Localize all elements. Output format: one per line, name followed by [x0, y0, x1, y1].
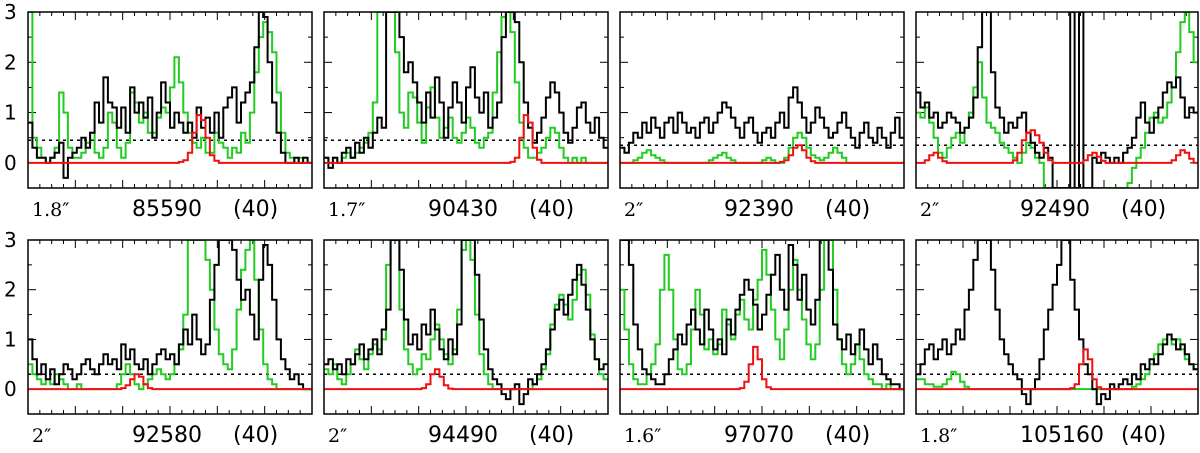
species-model: [28, 114, 312, 164]
velocity-width-label: (40): [233, 197, 278, 222]
velocity-width-label: (40): [1121, 423, 1166, 448]
beam-size-label: 2″: [624, 199, 643, 221]
spectra-panels: 1.8″ 85590 (40) 1.7″ 90430 (40) 2″ 92390 (40) 2″ 9…: [27, 11, 1199, 448]
beam-size-label: 1.7″: [328, 199, 365, 221]
velocity-width-label: (40): [1121, 197, 1166, 222]
panel-frame: [619, 239, 905, 415]
panel-frame: [27, 11, 313, 189]
panel-frame: [915, 239, 1199, 415]
model-spectrum: [324, 12, 608, 164]
frequency-label: 90430: [428, 197, 498, 222]
velocity-width-label: (40): [529, 423, 574, 448]
y-tick-label: 0: [4, 377, 17, 401]
panel-frame: [323, 239, 609, 415]
axis-ticks: [28, 239, 312, 415]
panel-frame: [619, 11, 905, 189]
panel-frame: [27, 239, 313, 415]
species-model: [620, 345, 904, 391]
y-tick-label: 3: [4, 228, 17, 252]
spectrum-panel: 2″ 92390 (40): [619, 11, 905, 222]
axis-ticks: [324, 239, 608, 415]
axis-ticks: [916, 11, 1198, 189]
spectrum-panel: 1.8″ 85590 (40): [27, 11, 313, 222]
velocity-width-label: (40): [825, 197, 870, 222]
species-model: [28, 373, 312, 391]
species-model: [324, 114, 608, 164]
frequency-label: 97070: [724, 423, 794, 448]
spectrum-panel: 2″ 92490 (40): [915, 11, 1199, 222]
spectrum-panel: 1.8″ 105160 (40): [915, 239, 1199, 448]
model-spectrum: [620, 131, 904, 164]
velocity-width-label: (40): [825, 423, 870, 448]
spectrum-panel: 2″ 94490 (40): [323, 239, 609, 448]
beam-size-label: 1.8″: [920, 425, 957, 447]
species-model: [620, 144, 904, 164]
beam-size-label: 2″: [920, 199, 939, 221]
frequency-label: 105160: [1020, 423, 1104, 448]
velocity-width-label: (40): [529, 197, 574, 222]
observed-spectrum: [916, 12, 1198, 188]
panel-frame: [323, 11, 609, 189]
observed-spectrum: [28, 240, 312, 391]
frequency-label: 85590: [132, 197, 202, 222]
observed-spectrum: [916, 240, 1198, 406]
y-tick-label: 1: [4, 101, 17, 125]
y-tick-label: 0: [4, 151, 17, 175]
spectrum-panel: 2″ 92580 (40): [27, 239, 313, 448]
frequency-label: 92490: [1020, 197, 1090, 222]
beam-size-label: 2″: [328, 425, 347, 447]
frequency-label: 92580: [132, 423, 202, 448]
beam-size-label: 1.6″: [624, 425, 661, 447]
y-tick-label: 3: [4, 0, 17, 24]
observed-spectrum: [620, 86, 904, 154]
y-tick-label: 2: [4, 50, 17, 74]
model-spectrum: [916, 12, 1198, 188]
frequency-label: 92390: [724, 197, 794, 222]
spectrum-panel: 1.7″ 90430 (40): [323, 11, 609, 222]
species-model: [916, 348, 1198, 391]
model-spectrum: [28, 12, 312, 164]
observed-spectrum: [324, 240, 608, 406]
y-axis-labels: 3 2 1 0 3 2 1 0: [4, 0, 17, 401]
model-spectrum: [28, 240, 312, 391]
y-tick-label: 1: [4, 327, 17, 351]
beam-size-label: 1.8″: [32, 199, 69, 221]
y-tick-label: 2: [4, 278, 17, 302]
velocity-width-label: (40): [233, 423, 278, 448]
species-model: [324, 368, 608, 391]
observed-spectrum: [324, 12, 608, 169]
panel-frame: [915, 11, 1199, 189]
model-spectrum: [916, 333, 1198, 391]
frequency-label: 94490: [428, 423, 498, 448]
observed-spectrum: [620, 240, 904, 391]
species-model: [916, 129, 1198, 164]
beam-size-label: 2″: [32, 425, 51, 447]
model-spectrum: [620, 240, 904, 391]
observed-spectrum: [28, 12, 312, 179]
spectrum-panel: 1.6″ 97070 (40): [619, 239, 905, 448]
